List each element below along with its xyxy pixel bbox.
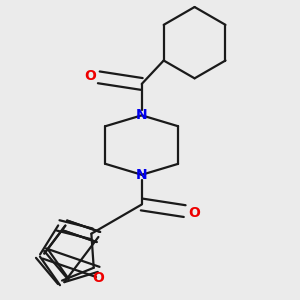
Text: N: N	[136, 108, 148, 122]
Text: O: O	[188, 206, 200, 220]
Text: O: O	[92, 271, 103, 285]
Text: O: O	[85, 69, 97, 83]
Text: N: N	[136, 168, 148, 182]
